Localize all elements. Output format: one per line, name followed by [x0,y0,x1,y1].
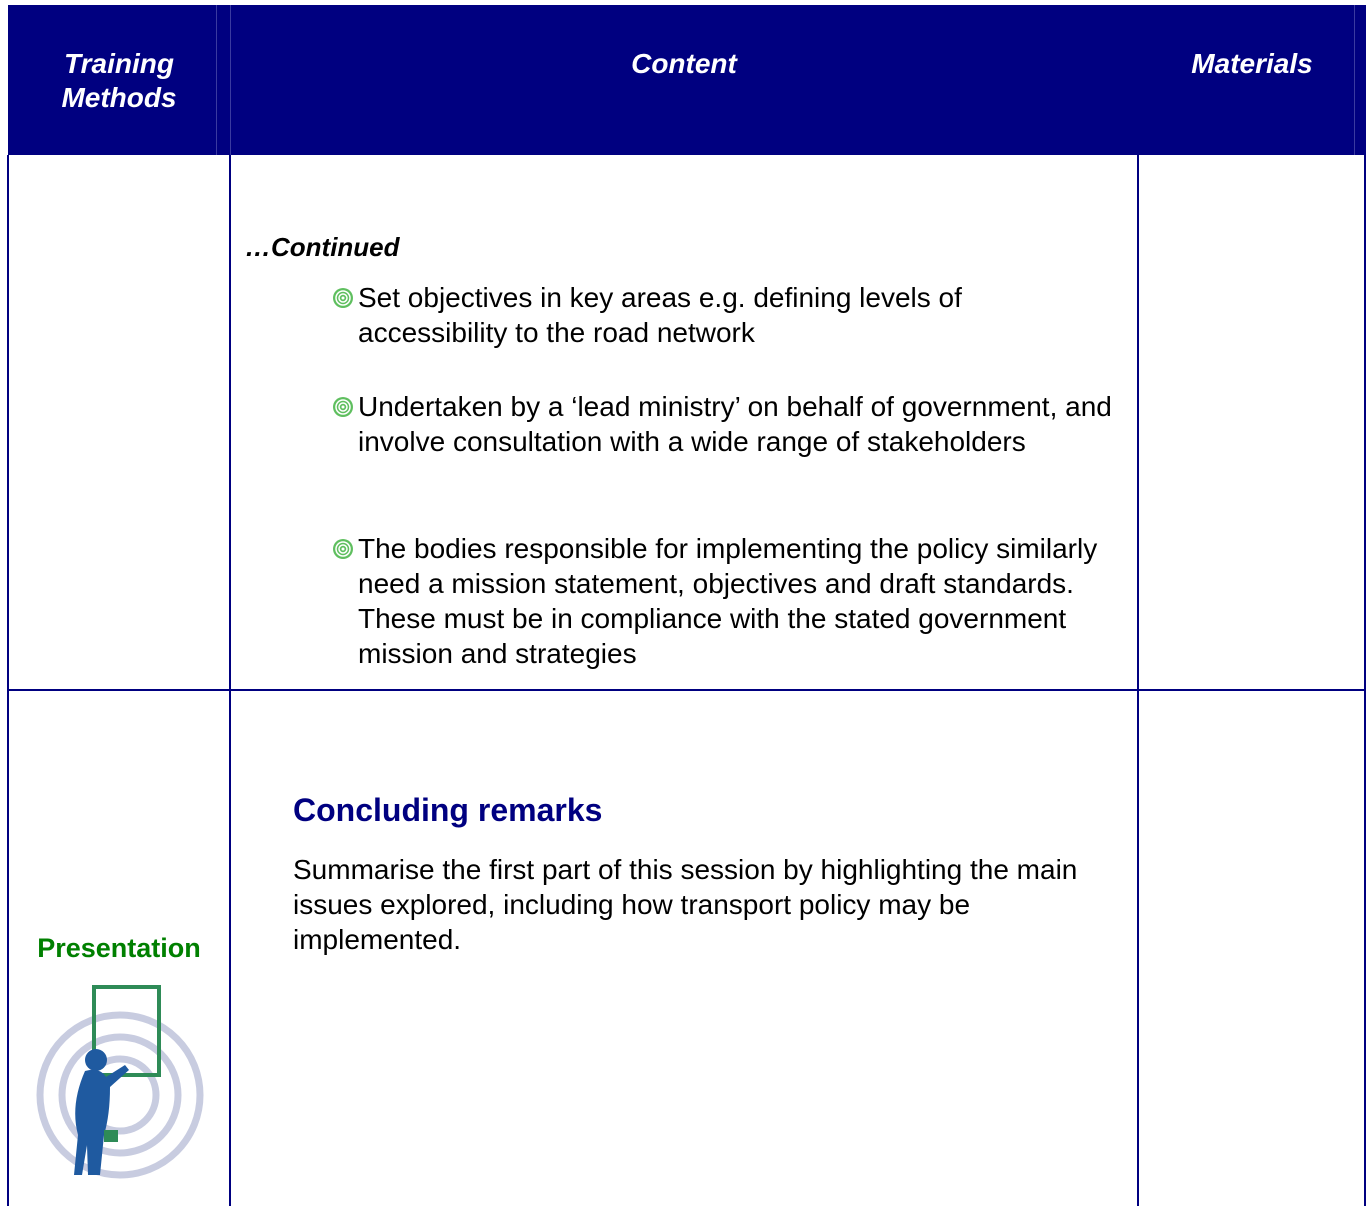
paragraph: Summarise the first part of this session… [293,854,1078,955]
bullet-item: The bodies responsible for implementing … [333,531,1118,671]
border [229,155,231,1206]
header-cell: Training Methods [61,48,177,113]
border [1364,155,1366,1206]
border [7,155,9,1206]
header-cell: Content [631,48,737,79]
divider [216,5,217,155]
bullet-item: Undertaken by a ‘lead ministry’ on behal… [333,389,1118,459]
header-band: Training Methods Content Materials [8,5,1366,155]
bullet-icon [333,397,353,417]
section-heading: Concluding remarks [293,792,603,828]
bullet-icon [333,288,353,308]
presenter-icon [36,985,204,1179]
bullet-item: Set objectives in key areas e.g. definin… [333,280,1118,350]
bullet-text: Set objectives in key areas e.g. definin… [358,282,962,348]
divider [1354,5,1355,155]
border [1137,155,1139,1206]
bullet-text: Undertaken by a ‘lead ministry’ on behal… [358,391,1112,457]
divider [230,5,231,155]
header-cell: Materials [1191,48,1313,79]
bullet-text: The bodies responsible for implementing … [358,533,1098,669]
section-heading: …Continued [245,232,400,262]
bullet-icon [333,539,353,559]
border [7,689,1366,691]
method-label: Presentation [37,933,201,963]
